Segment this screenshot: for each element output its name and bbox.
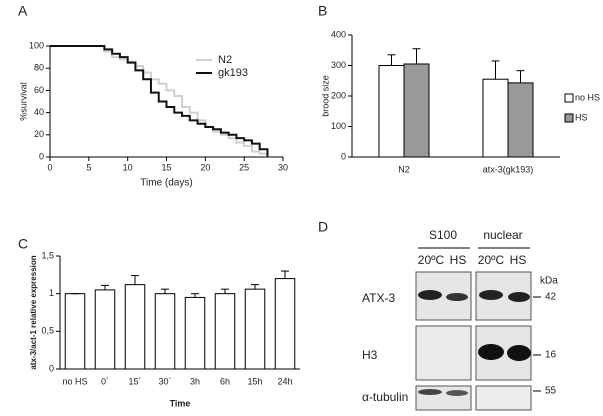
x-tick-label: 5 <box>86 162 91 172</box>
band <box>418 389 442 395</box>
y-tick-label: 40 <box>34 107 44 117</box>
y-tick-label: 0 <box>49 363 54 373</box>
error-bar <box>491 60 500 80</box>
band <box>446 390 468 396</box>
x-tick-label: 25 <box>239 162 249 172</box>
blot <box>415 325 472 381</box>
y-tick-label: 80 <box>34 63 44 73</box>
bar <box>154 293 176 370</box>
lane-label: 20ºC <box>478 253 505 267</box>
x-axis-label: Time (days) <box>140 178 192 189</box>
bar <box>214 293 236 370</box>
x-axis-label: Time <box>170 398 191 408</box>
survival-line <box>50 45 269 157</box>
band <box>508 292 530 302</box>
y-axis-label: atx-3/act-1 relative expression <box>29 255 38 369</box>
bar <box>244 288 266 370</box>
error-bar <box>161 288 169 294</box>
band <box>507 345 531 361</box>
blot <box>475 385 532 411</box>
x-tick-label: N2 <box>398 164 410 174</box>
x-tick-label: 0 <box>47 162 52 172</box>
y-tick-label: 0 <box>39 151 44 161</box>
x-tick-label: 30 <box>278 162 288 172</box>
y-tick-label: 400 <box>331 29 346 39</box>
y-tick-label: 100 <box>29 40 44 50</box>
x-tick-label: no HS <box>62 376 87 386</box>
row-label: H3 <box>362 348 378 362</box>
kda-label: 16 <box>545 350 557 361</box>
panel-letter: A <box>18 3 28 19</box>
panel-letter: C <box>18 236 28 252</box>
legend-label: gk193 <box>218 67 248 79</box>
blot-panel: D S100 nuclear 20ºC HS 20ºC HS kDa ATX-3… <box>318 219 558 411</box>
error-bar <box>251 284 259 290</box>
y-tick-label: 20 <box>34 129 44 139</box>
x-tick-label: 3h <box>190 376 200 386</box>
error-bar <box>191 293 199 298</box>
y-tick-label: 200 <box>331 90 346 100</box>
legend-swatch <box>564 93 574 103</box>
panel-letter: B <box>318 3 327 19</box>
row-label: α-tubulin <box>362 390 408 404</box>
band <box>446 293 468 301</box>
bar <box>184 296 206 370</box>
legend-label: N2 <box>218 54 232 66</box>
error-bar <box>387 54 396 66</box>
error-bar <box>516 70 525 83</box>
error-bar <box>221 288 229 294</box>
y-tick-label: 1 <box>49 288 54 298</box>
y-axis-label: %survival <box>18 82 28 121</box>
y-tick-label: 0 <box>341 151 346 161</box>
y-tick-label: 60 <box>34 85 44 95</box>
y-tick-label: 0,5 <box>41 326 54 336</box>
bar <box>64 293 86 370</box>
y-axis-label: brood size <box>320 75 330 117</box>
group-label: nuclear <box>483 228 522 242</box>
x-tick-label: 10 <box>123 162 133 172</box>
band <box>478 344 504 360</box>
y-tick-label: 300 <box>331 60 346 70</box>
x-tick-label: 30´ <box>158 376 171 386</box>
x-tick-label: 0´ <box>101 376 109 386</box>
x-tick-label: 24h <box>277 376 292 386</box>
band <box>479 290 503 300</box>
lane-label: HS <box>510 253 527 267</box>
legend-label: HS <box>575 112 588 122</box>
kda-label: 42 <box>545 292 557 303</box>
y-tick-label: 1,5 <box>41 250 54 260</box>
bar <box>274 278 296 370</box>
bar <box>482 78 509 158</box>
x-tick-label: 15h <box>247 376 262 386</box>
panel-letter: D <box>318 219 328 235</box>
legend-label: no HS <box>575 92 600 102</box>
x-tick-label: 20 <box>200 162 210 172</box>
x-tick-label: 15´ <box>128 376 141 386</box>
bar <box>403 63 430 158</box>
x-tick-label: atx-3(gk193) <box>483 164 534 174</box>
band <box>418 290 442 300</box>
error-bar <box>412 48 421 64</box>
legend-swatch <box>564 113 574 123</box>
bar <box>507 82 534 158</box>
bar <box>378 65 405 158</box>
x-tick-label: 6h <box>220 376 230 386</box>
error-bar <box>101 284 109 290</box>
row-label: ATX-3 <box>362 291 395 305</box>
lane-label: 20ºC <box>418 253 445 267</box>
y-tick-label: 100 <box>331 121 346 131</box>
error-bar <box>281 270 289 279</box>
group-label: S100 <box>429 228 457 242</box>
kda-label: 55 <box>545 386 557 397</box>
lane-label: HS <box>450 253 467 267</box>
error-bar <box>131 275 139 285</box>
bar <box>94 289 116 370</box>
unit-label: kDa <box>540 276 558 287</box>
x-tick-label: 15 <box>161 162 171 172</box>
bar <box>124 284 146 370</box>
